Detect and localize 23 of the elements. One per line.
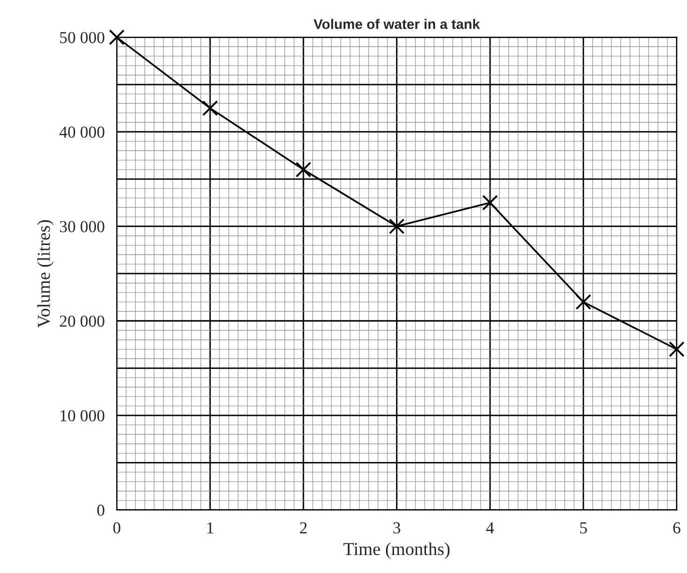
y-tick-label: 40 000 <box>59 126 104 138</box>
x-tick-label: 4 <box>486 522 494 534</box>
x-axis-title: Time (months) <box>343 542 450 559</box>
y-tick-label: 0 <box>97 504 104 516</box>
point <box>202 100 218 116</box>
y-tick-label: 20 000 <box>60 316 104 327</box>
y-axis-title: Volume (litres) <box>37 220 54 328</box>
point <box>296 162 312 178</box>
chart-title: Volume of water in a tank <box>314 18 480 30</box>
x-tick-label: 0 <box>113 522 120 534</box>
x-tick-label: 2 <box>300 522 307 534</box>
y-tick-label: 30 000 <box>60 221 104 232</box>
point <box>482 194 498 211</box>
x-tick-label: 5 <box>580 522 587 534</box>
point <box>108 29 125 46</box>
x-tick-label: 3 <box>393 522 400 534</box>
point <box>388 218 405 234</box>
point <box>576 294 592 310</box>
x-tick-label: 6 <box>673 522 680 534</box>
point <box>668 341 685 358</box>
x-tick-label: 1 <box>207 522 214 534</box>
y-tick-label: 50 000 <box>60 32 104 44</box>
y-tick-label: 10 000 <box>60 410 104 422</box>
